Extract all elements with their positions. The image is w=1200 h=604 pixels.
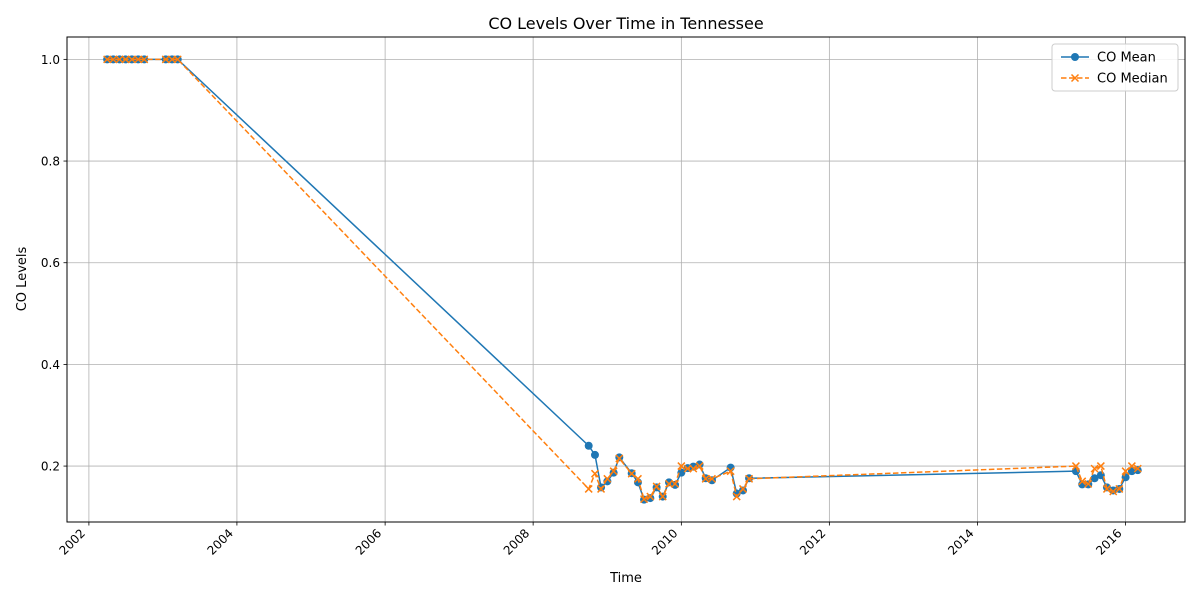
y-axis-title: CO Levels: [15, 247, 30, 312]
legend-label-co-median: CO Median: [1097, 72, 1168, 87]
data-point: [695, 460, 704, 469]
data-point: [603, 474, 612, 483]
series-layer: [103, 55, 1142, 504]
legend-marker-co-median: [1070, 73, 1080, 83]
data-point: [689, 464, 698, 473]
data-point: [127, 55, 136, 64]
data-point: [745, 474, 754, 483]
data-point: [1127, 467, 1136, 476]
data-point: [1096, 462, 1105, 471]
data-point: [677, 468, 686, 477]
data-point: [664, 479, 674, 488]
data-point: [1133, 464, 1142, 473]
data-point: [646, 492, 655, 501]
data-point: [671, 479, 680, 488]
data-point: [707, 476, 716, 485]
data-point: [627, 469, 636, 478]
data-point: [590, 450, 599, 459]
legend: CO Mean CO Median: [1051, 43, 1179, 92]
data-point: [590, 469, 600, 478]
data-point: [1102, 484, 1111, 493]
data-point: [738, 484, 748, 493]
series-co-median: [103, 55, 1142, 504]
data-point: [140, 55, 149, 64]
data-point: [173, 55, 182, 64]
data-point: [658, 492, 667, 501]
data-point: [732, 492, 741, 501]
data-point: [134, 55, 143, 64]
data-point: [115, 55, 124, 64]
data-point: [103, 55, 112, 64]
data-point: [640, 495, 649, 504]
data-point: [1090, 474, 1099, 483]
data-point: [609, 467, 618, 476]
data-point: [597, 484, 606, 493]
data-point: [584, 484, 593, 493]
plot-frame: [66, 36, 1186, 523]
data-point: [1121, 467, 1130, 476]
data-point: [161, 55, 170, 64]
data-point: [701, 474, 710, 483]
data-point: [121, 55, 130, 64]
data-point: [584, 441, 593, 450]
y-tick-label: 0.6: [41, 256, 60, 270]
y-tick-label: 1.0: [41, 53, 60, 67]
data-point: [615, 454, 624, 463]
data-point: [707, 474, 716, 483]
data-point: [726, 467, 735, 476]
data-point: [1084, 479, 1093, 488]
data-point: [677, 462, 686, 471]
data-point: [1109, 487, 1118, 496]
chart-title: CO Levels Over Time in Tennessee: [488, 14, 763, 33]
data-point: [652, 482, 661, 491]
legend-box: [1051, 43, 1179, 92]
data-point: [1071, 462, 1080, 471]
data-point: [1127, 462, 1136, 471]
data-point: [109, 55, 118, 64]
data-point: [695, 462, 704, 471]
y-tick-label: 0.8: [41, 155, 60, 169]
data-point: [1078, 477, 1087, 486]
legend-label-co-mean: CO Mean: [1097, 51, 1156, 66]
data-point: [1115, 484, 1124, 493]
legend-marker-co-mean: [1071, 53, 1079, 61]
data-point: [633, 474, 642, 483]
y-tick-label: 0.2: [41, 460, 60, 474]
data-point: [646, 494, 655, 503]
x-axis-title: Time: [609, 571, 642, 586]
y-tick-label: 0.4: [41, 358, 60, 372]
data-point: [1090, 464, 1099, 473]
